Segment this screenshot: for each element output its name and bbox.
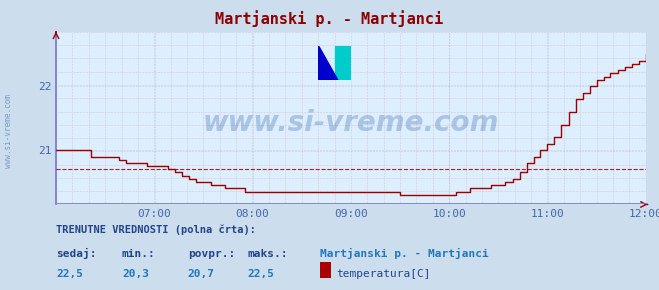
- Text: min.:: min.:: [122, 249, 156, 259]
- Text: maks.:: maks.:: [247, 249, 287, 259]
- Text: www.si-vreme.com: www.si-vreme.com: [203, 109, 499, 137]
- Text: 20,7: 20,7: [188, 269, 215, 279]
- Text: temperatura[C]: temperatura[C]: [337, 269, 431, 279]
- Text: 22,5: 22,5: [247, 269, 274, 279]
- Text: sedaj:: sedaj:: [56, 248, 96, 259]
- Text: 22,5: 22,5: [56, 269, 83, 279]
- Text: Martjanski p. - Martjanci: Martjanski p. - Martjanci: [215, 10, 444, 27]
- Text: www.si-vreme.com: www.si-vreme.com: [4, 93, 13, 168]
- Text: povpr.:: povpr.:: [188, 249, 235, 259]
- Text: 20,3: 20,3: [122, 269, 149, 279]
- Text: TRENUTNE VREDNOSTI (polna črta):: TRENUTNE VREDNOSTI (polna črta):: [56, 225, 256, 235]
- Text: Martjanski p. - Martjanci: Martjanski p. - Martjanci: [320, 248, 488, 259]
